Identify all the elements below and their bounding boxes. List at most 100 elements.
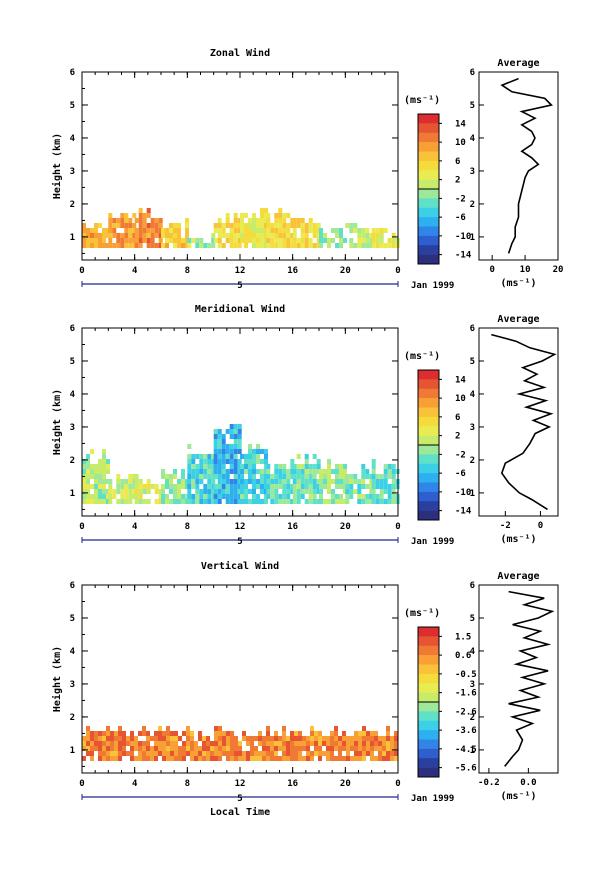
heatmap-cell — [371, 233, 376, 238]
heatmap-cell — [82, 489, 86, 494]
heatmap-cell — [90, 751, 94, 756]
profile-y-tick-label: 2 — [470, 456, 475, 466]
heatmap-cell — [339, 228, 343, 233]
heatmap-cell — [264, 499, 268, 504]
heatmap-cell — [252, 469, 256, 474]
heatmap-cell — [116, 218, 121, 223]
heatmap-cell — [335, 494, 339, 499]
heatmap-cell — [378, 756, 382, 761]
heatmap-cell — [211, 454, 216, 459]
heatmap-cell — [128, 223, 133, 228]
heatmap-cell — [248, 489, 252, 494]
heatmap-cell — [339, 243, 343, 248]
heatmap-cell — [106, 726, 110, 731]
colorbar-swatch — [418, 151, 439, 162]
heatmap-cell — [130, 751, 134, 756]
heatmap-cell — [182, 746, 186, 751]
heatmap-cell — [319, 233, 323, 238]
heatmap-cell — [260, 228, 264, 233]
heatmap-cell — [394, 756, 398, 761]
heatmap-cell — [391, 489, 396, 494]
heatmap-cell — [260, 213, 264, 218]
heatmap-cell — [256, 469, 260, 474]
heatmap-cell — [306, 756, 310, 761]
heatmap-cell — [86, 499, 90, 504]
heatmap-cell — [294, 746, 298, 751]
heatmap-cell — [233, 479, 238, 484]
heatmap-cell — [345, 484, 350, 489]
heatmap-cell — [124, 233, 129, 238]
heatmap-cell — [203, 489, 208, 494]
heatmap-cell — [233, 228, 238, 233]
heatmap-cell — [134, 479, 139, 484]
heatmap-cell — [198, 756, 202, 761]
heatmap-cell — [302, 746, 306, 751]
heatmap-cell — [369, 494, 374, 499]
heatmap-cell — [266, 228, 271, 233]
heatmap-cell — [173, 474, 177, 479]
heatmap-cell — [106, 731, 110, 736]
heatmap-cell — [130, 731, 134, 736]
heatmap-cell — [128, 228, 133, 233]
heatmap-cell — [177, 494, 181, 499]
heatmap-cell — [213, 489, 218, 494]
heatmap-cell — [349, 489, 354, 494]
heatmap-cell — [361, 494, 366, 499]
colorbar-swatch — [418, 379, 439, 390]
heatmap-cell — [266, 213, 271, 218]
heatmap-cell — [345, 494, 350, 499]
heatmap-cell — [330, 741, 334, 746]
heatmap-cell — [252, 464, 256, 469]
heatmap-cell — [229, 424, 234, 429]
y-tick-label: 6 — [70, 581, 75, 591]
heatmap-cell — [386, 741, 390, 746]
heatmap-cell — [234, 751, 238, 756]
heatmap-cell — [357, 233, 362, 238]
heatmap-cell — [286, 469, 291, 474]
heatmap-cell — [248, 218, 252, 223]
heatmap-cell — [120, 223, 125, 228]
heatmap-cell — [256, 444, 260, 449]
colorbar-swatch — [418, 510, 439, 521]
heatmap-cell — [154, 746, 158, 751]
heatmap-cell — [177, 484, 181, 489]
heatmap-cell — [382, 741, 386, 746]
heatmap-cell — [199, 479, 204, 484]
heatmap-cell — [254, 736, 258, 741]
heatmap-cell — [150, 228, 155, 233]
heatmap-cell — [94, 499, 98, 504]
heatmap-cell — [335, 479, 339, 484]
heatmap-cell — [292, 494, 297, 499]
heatmap-cell — [116, 233, 121, 238]
heatmap-cell — [158, 218, 163, 223]
heatmap-cell — [312, 228, 317, 233]
heatmap-cell — [391, 469, 396, 474]
heatmap-cell — [386, 746, 390, 751]
heatmap-cell — [361, 228, 366, 233]
heatmap-cell — [242, 736, 246, 741]
heatmap-cell — [237, 484, 242, 489]
heatmap-cell — [166, 731, 170, 736]
heatmap-cell — [382, 751, 386, 756]
y-axis-label: Height (km) — [51, 133, 63, 199]
heatmap-cell — [323, 484, 327, 489]
heatmap-cell — [382, 756, 386, 761]
heatmap-cell — [120, 243, 125, 248]
heatmap-cell — [186, 741, 190, 746]
heatmap-cell — [207, 489, 212, 494]
heatmap-cell — [86, 459, 90, 464]
heatmap-cell — [362, 756, 366, 761]
heatmap-cell — [266, 489, 271, 494]
heatmap-cell — [230, 736, 234, 741]
heatmap-cell — [173, 469, 177, 474]
heatmap-cell — [292, 238, 297, 243]
heatmap-cell — [350, 746, 354, 751]
heatmap-cell — [310, 731, 314, 736]
x-tick-label: 4 — [132, 779, 138, 789]
heatmap-cell — [292, 489, 297, 494]
heatmap-cell — [210, 746, 214, 751]
heatmap-cell — [342, 736, 346, 741]
heatmap-cell — [217, 238, 222, 243]
heatmap-cell — [296, 243, 301, 248]
heatmap-cell — [308, 489, 313, 494]
